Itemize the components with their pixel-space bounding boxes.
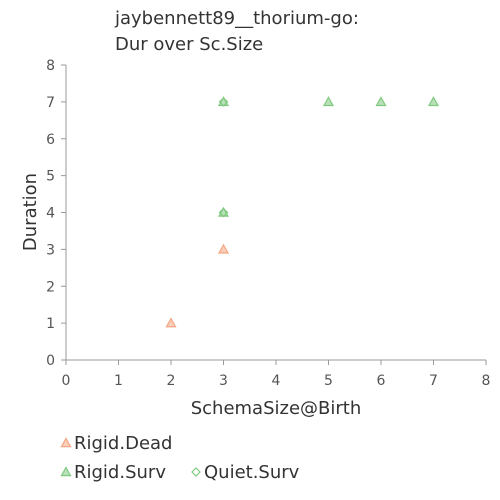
legend-label-rigid-dead: Rigid.Dead xyxy=(74,433,172,454)
y-axis-label: Duration xyxy=(20,173,41,251)
legend-label-quiet-surv: Quiet.Surv xyxy=(204,462,300,483)
data-point-rigid-surv xyxy=(377,97,386,105)
y-tick-label: 0 xyxy=(46,353,55,369)
y-tick-label: 1 xyxy=(46,316,55,332)
y-tick-label: 8 xyxy=(46,58,55,74)
legend-marker-quiet-surv xyxy=(192,468,200,476)
legend-marker-rigid-dead xyxy=(62,439,71,447)
x-tick-label: 5 xyxy=(324,373,333,389)
legend-item-rigid-dead: Rigid.Dead xyxy=(62,433,173,454)
legend-item-rigid-surv: Rigid.Surv xyxy=(62,462,167,483)
data-point-rigid-surv xyxy=(324,97,333,105)
x-tick-label: 1 xyxy=(114,373,123,389)
x-tick-label: 4 xyxy=(272,373,281,389)
data-point-rigid-surv xyxy=(429,97,438,105)
y-tick-label: 6 xyxy=(46,132,55,148)
y-tick-label: 2 xyxy=(46,279,55,295)
legend-marker-rigid-surv xyxy=(62,468,71,476)
x-tick-label: 6 xyxy=(377,373,386,389)
y-tick-label: 4 xyxy=(46,206,55,222)
x-tick-label: 7 xyxy=(429,373,438,389)
y-axis: 0 1 2 3 4 5 6 7 8 Duration xyxy=(20,58,66,369)
chart-title-line-1: jaybennett89__thorium-go: xyxy=(114,8,359,29)
data-point-rigid-dead xyxy=(167,319,176,327)
y-tick-label: 5 xyxy=(46,169,55,185)
plot-area xyxy=(167,97,439,326)
x-axis: 0 1 2 3 4 5 6 7 8 SchemaSize@Birth xyxy=(62,360,491,419)
y-tick-label: 7 xyxy=(46,95,55,111)
chart-title-line-2: Dur over Sc.Size xyxy=(115,34,263,55)
x-tick-label: 2 xyxy=(167,373,176,389)
x-tick-label: 0 xyxy=(62,373,71,389)
legend-item-quiet-surv: Quiet.Surv xyxy=(192,462,300,483)
x-axis-ticks: 0 1 2 3 4 5 6 7 8 xyxy=(62,360,491,389)
data-point-rigid-dead xyxy=(219,245,228,253)
y-axis-ticks: 0 1 2 3 4 5 6 7 8 xyxy=(46,58,66,369)
chart-title: jaybennett89__thorium-go: Dur over Sc.Si… xyxy=(114,8,359,55)
x-axis-label: SchemaSize@Birth xyxy=(191,398,362,419)
legend: Rigid.Dead Rigid.Surv Quiet.Surv xyxy=(62,433,300,483)
legend-label-rigid-surv: Rigid.Surv xyxy=(74,462,166,483)
x-tick-label: 8 xyxy=(482,373,491,389)
x-tick-label: 3 xyxy=(219,373,228,389)
y-tick-label: 3 xyxy=(46,242,55,258)
